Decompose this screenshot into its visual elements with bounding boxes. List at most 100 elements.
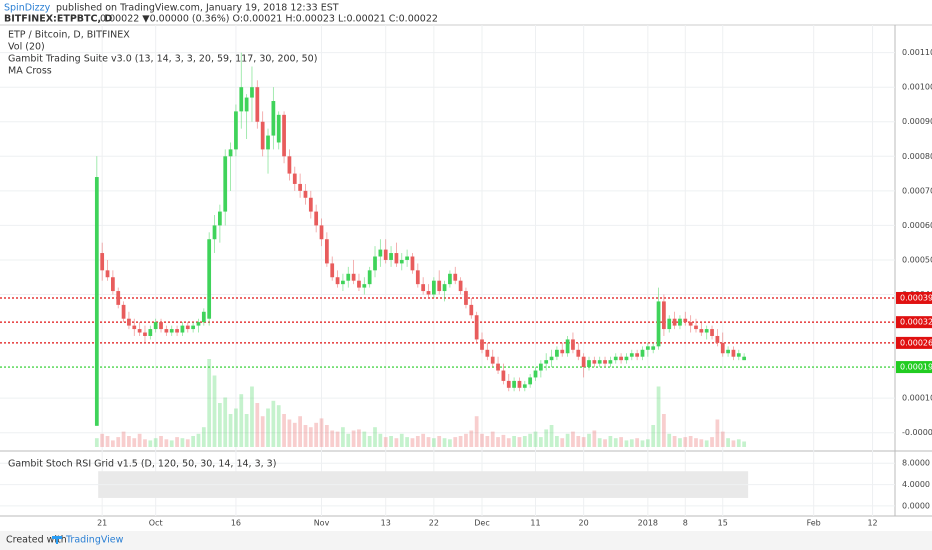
volume-bar [159, 436, 163, 447]
candle-body [191, 325, 195, 330]
x-tick-label: 21 [97, 519, 107, 528]
candle-body [132, 325, 137, 330]
candle-body [624, 356, 629, 361]
volume-bar [421, 433, 426, 447]
volume-bar [710, 437, 714, 447]
candle-body [501, 370, 506, 381]
volume-bar [234, 408, 238, 447]
x-tick-label: 15 [718, 519, 728, 528]
volume-bar [367, 436, 372, 447]
volume-bar [480, 433, 484, 447]
y-tick-label: 0.00050 [902, 255, 932, 264]
volume-bar [538, 437, 543, 447]
candle-body [324, 239, 329, 264]
candle-body [255, 87, 260, 122]
candle-body [629, 353, 634, 357]
volume-bar [324, 425, 329, 447]
candle-body [581, 356, 586, 368]
published: published on TradingView.com, January 19… [56, 3, 339, 14]
volume-bar [635, 438, 640, 447]
candle-body [175, 329, 179, 333]
volume-bar [298, 416, 302, 447]
volume-bar [613, 438, 618, 447]
volume-bar [362, 431, 367, 447]
volume-bar [111, 440, 115, 447]
volume-bar [94, 438, 99, 447]
candle-body [100, 253, 105, 271]
candle-body [662, 301, 666, 330]
volume-bar [132, 438, 137, 447]
volume-bar [330, 430, 335, 447]
created-with: Created with [6, 535, 67, 546]
candle-body [260, 121, 265, 150]
volume-bar [137, 433, 142, 447]
volume-bar [201, 427, 206, 447]
candle-body [565, 339, 570, 354]
candle-body [517, 380, 522, 388]
volume-bar [378, 433, 383, 447]
volume-bar [319, 418, 324, 447]
volume-bar [255, 403, 260, 447]
volume-bar [448, 439, 452, 447]
symbol: BITFINEX:ETPBTC, D [4, 14, 112, 25]
volume-bar [223, 397, 228, 447]
candle-body [699, 329, 704, 333]
volume-bar [555, 436, 559, 447]
candle-body [437, 280, 442, 292]
candle-body [560, 349, 565, 354]
indicator-tick-label: 0.0000 [902, 501, 930, 510]
candle-body [405, 256, 409, 260]
candle-body [185, 325, 190, 330]
volume-bar [127, 436, 131, 447]
x-tick-label: 8 [683, 519, 688, 528]
candle-body [533, 370, 538, 378]
volume-bar [704, 440, 709, 447]
candle-body [228, 149, 233, 157]
volume-bar [143, 439, 147, 447]
candle-body [619, 356, 623, 361]
candle-body [635, 353, 640, 357]
candle-body [640, 349, 645, 357]
volume-bar [121, 431, 126, 447]
candle-body [303, 190, 308, 198]
volume-bar [688, 436, 693, 447]
logo [52, 536, 62, 544]
x-tick-label: Nov [314, 519, 330, 528]
volume-bar [437, 436, 442, 447]
footer [0, 531, 932, 550]
x-tick-label: 22 [429, 519, 439, 528]
volume-bar [549, 425, 554, 447]
volume-bar [528, 433, 533, 447]
brand[interactable]: TradingView [65, 535, 124, 546]
candle-body [704, 329, 709, 333]
author[interactable]: SpinDizzy [4, 3, 51, 14]
volume-bar [153, 438, 158, 447]
y-tick-label: 0.00080 [902, 152, 932, 161]
candle-body [694, 325, 698, 330]
candle-body [94, 177, 99, 426]
volume-bar [544, 429, 549, 447]
volume-bar [726, 438, 730, 447]
legend-item: MA Cross [8, 66, 52, 77]
candle-body [474, 315, 479, 340]
volume-bar [490, 431, 495, 447]
candle-body [726, 349, 730, 354]
volume-bar [629, 439, 634, 447]
candle-body [576, 349, 581, 357]
volume-bar [640, 440, 645, 447]
candle-body [282, 114, 286, 157]
candle-body [153, 322, 158, 330]
volume-bar [576, 436, 581, 447]
candle-body [196, 322, 201, 326]
y-tick-label: 0.00090 [902, 117, 932, 126]
volume-bar [587, 433, 591, 447]
candle-body [148, 329, 153, 336]
candle-body [266, 135, 270, 150]
volume-bar [699, 439, 704, 447]
candle-body [121, 304, 126, 319]
volume-bar [592, 430, 597, 447]
volume-bar [346, 433, 351, 447]
volume-bar [266, 408, 270, 447]
candle-body [116, 291, 121, 305]
